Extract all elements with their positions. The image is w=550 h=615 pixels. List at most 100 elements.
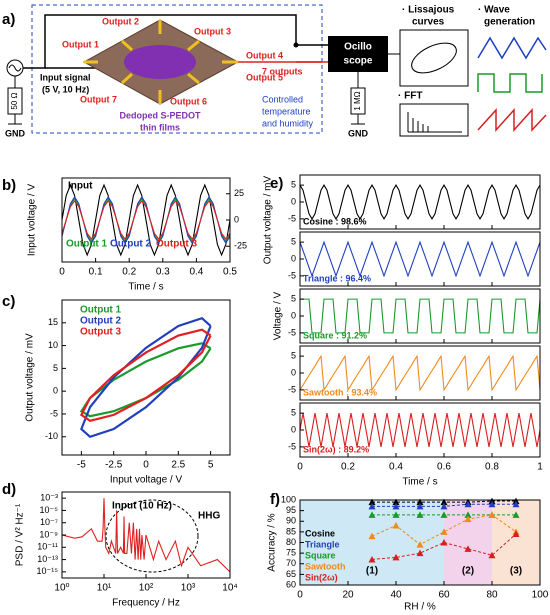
y-tick-label: 10⁻⁵ (40, 505, 59, 515)
dashed-box (31, 4, 323, 134)
marker (464, 545, 472, 552)
x-tick-label: 0.2 (341, 462, 355, 473)
scope-label: Ocillo (344, 42, 372, 53)
y-tick-label: 95 (286, 505, 296, 515)
y-tick-label: 100 (281, 494, 296, 504)
wave-line (299, 240, 541, 278)
accuracy-label: Sin(2ω) : 89.2% (303, 444, 369, 454)
panel-label: c) (2, 293, 15, 310)
x-axis-label: Time / s (128, 282, 163, 293)
lissajous-curve (79, 328, 212, 422)
y-tick-label: 75 (286, 548, 296, 558)
input-params: (5 V, 10 Hz) (42, 84, 89, 94)
accuracy-label: Cosine : 98.6% (303, 216, 367, 226)
y-tick-label: 5 (291, 351, 296, 361)
marker (392, 498, 400, 506)
legend-entry: Input (68, 181, 93, 192)
legend-entry: Sin(2ω) (305, 572, 338, 582)
output-label: Output 2 (102, 16, 139, 26)
film-label: thin films (140, 122, 180, 132)
panel-a: a) 50 Ω GND Output 1 Output 2 Output 3 O… (2, 4, 547, 138)
x-tick-label: 60 (438, 590, 450, 601)
marker (488, 551, 496, 559)
lissajous-label: curves (412, 17, 445, 28)
gnd: GND (348, 128, 369, 138)
electrodes (84, 20, 238, 104)
y-tick-label: 10⁻¹³ (37, 554, 58, 564)
y-tick-label: 60 (286, 579, 296, 589)
marker (512, 530, 520, 537)
control-label: and humidity (262, 118, 314, 128)
marker (416, 549, 424, 557)
marker (368, 502, 376, 510)
legend-entry: Output 3 (156, 239, 198, 250)
output-label: Output 6 (170, 96, 207, 106)
x-tick-label: 0.3 (156, 267, 170, 278)
outputs-count: 7 outputs (262, 66, 303, 76)
legend-entry: Output 1 (80, 305, 122, 316)
x-tick-label: 10⁰ (54, 583, 69, 594)
x-tick-label: -2.5 (105, 460, 123, 471)
y-tick-label: 0 (53, 386, 58, 396)
panel-label: d) (2, 481, 16, 498)
marker (368, 498, 376, 506)
accuracy-label: Triangle : 96.4% (303, 273, 371, 283)
accuracy-label: Sawtooth : 93.4% (303, 387, 377, 397)
output-label: Output 1 (62, 39, 99, 49)
film-label: Dedoped S-PEDOT (119, 110, 201, 120)
series-line (61, 498, 231, 573)
wave-line (300, 298, 541, 334)
x-tick-label: 0.4 (389, 462, 403, 473)
wire (23, 14, 328, 69)
x-tick-label: 20 (342, 590, 354, 601)
y-tick-label: 0 (291, 310, 296, 320)
x-tick-label: 0 (297, 590, 303, 601)
y-tick-label: 5 (291, 180, 296, 190)
panel-label: b) (2, 177, 16, 194)
y-tick-label: 0 (291, 196, 296, 206)
marker (368, 532, 376, 540)
y-tick-label: 25 (234, 188, 244, 198)
y-tick-label: 0 (291, 253, 296, 263)
wave-line (299, 184, 541, 220)
x-tick-label: 0.1 (89, 267, 103, 278)
y-tick-label: 10⁻¹¹ (37, 542, 58, 552)
marker (392, 511, 400, 518)
y-tick-label: 0 (291, 367, 296, 377)
highlight (105, 499, 199, 573)
panel-label: e) (270, 175, 283, 192)
node (293, 42, 299, 48)
output-label: Output 3 (194, 26, 231, 36)
wave-label: · Wave (478, 5, 510, 16)
x-axis-label: Input voltage / V (110, 475, 183, 486)
resistor-label: 1 MΩ (353, 91, 362, 110)
x-axis-label: Time / s (402, 477, 437, 488)
series-line (61, 200, 231, 240)
y-tick-label: -5 (288, 441, 296, 451)
x-tick-label: 0 (143, 460, 149, 471)
fft-label: · FFT (398, 91, 422, 102)
output-label: Output 4 (246, 50, 283, 60)
lissajous-icon (411, 42, 457, 74)
x-tick-label: 0 (59, 267, 65, 278)
wave-line (299, 354, 541, 392)
y-tick-label: 65 (286, 569, 296, 579)
legend-entry: Output 3 (80, 327, 122, 338)
accuracy-label: Square : 91.2% (303, 330, 367, 340)
marker (512, 511, 520, 518)
y-tick-label: -5 (288, 384, 296, 394)
y-tick-label: -5 (288, 327, 296, 337)
fft-box (399, 103, 469, 137)
marker (440, 539, 448, 546)
output-label: Output 7 (80, 94, 117, 104)
y-tick-label: 10⁻³ (40, 493, 58, 503)
y-tick-label: -10 (45, 431, 58, 441)
lissajous-box (399, 29, 469, 87)
marker (440, 511, 448, 518)
x-tick-label: 80 (486, 590, 498, 601)
y-tick-label: 5 (53, 363, 58, 373)
annotation: Input (10 Hz) (112, 501, 172, 512)
y-tick-label: 80 (286, 537, 296, 547)
